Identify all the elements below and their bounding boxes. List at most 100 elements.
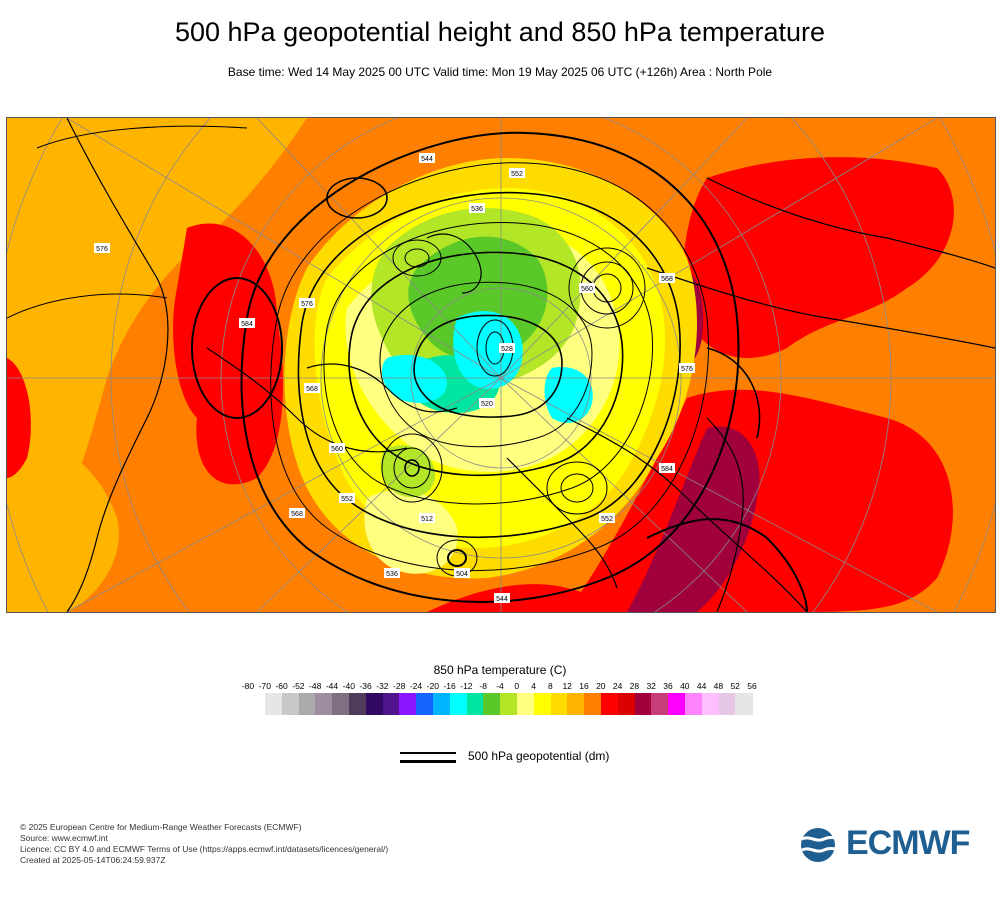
temperature-field-cyan-3 bbox=[544, 367, 593, 423]
colorbar-tick-label: 0 bbox=[514, 681, 520, 691]
temperature-field-cyan bbox=[453, 311, 523, 389]
ecmwf-logo-icon bbox=[801, 828, 843, 862]
colorbar-tick-label: -24 bbox=[409, 681, 423, 691]
colorbar-swatch bbox=[567, 693, 585, 715]
colorbar-swatch bbox=[399, 693, 417, 715]
colorbar-tick-label: 8 bbox=[548, 681, 553, 691]
geopotential-legend-label: 500 hPa geopotential (dm) bbox=[468, 749, 610, 763]
colorbar-tick-label: -60 bbox=[275, 681, 288, 691]
colorbar-swatch bbox=[584, 693, 602, 715]
colorbar bbox=[0, 693, 1000, 715]
svg-text:568: 568 bbox=[306, 386, 318, 393]
chart-title: 500 hPa geopotential height and 850 hPa … bbox=[174, 17, 825, 47]
temperature-field-green-south bbox=[380, 445, 436, 498]
colorbar-swatch bbox=[533, 693, 551, 715]
contour-label: 584 bbox=[659, 463, 675, 473]
ecmwf-logo: ECMWF bbox=[796, 824, 986, 864]
colorbar-swatch bbox=[601, 693, 619, 715]
coastlines bbox=[66, 118, 995, 612]
contour-label: 560 bbox=[329, 443, 345, 453]
colorbar-tick-label: -80 bbox=[241, 681, 255, 691]
svg-text:528: 528 bbox=[501, 346, 513, 353]
svg-text:552: 552 bbox=[601, 516, 613, 523]
chart-subtitle: Base time: Wed 14 May 2025 00 UTC Valid … bbox=[227, 65, 773, 79]
colorbar-swatch bbox=[685, 693, 703, 715]
footer-copyright: © 2025 European Centre for Medium-Range … bbox=[20, 822, 302, 832]
svg-text:560: 560 bbox=[581, 286, 593, 293]
contour-labels: 584 576 568 560 552 544 536 528 520 512 504 552 560 5… bbox=[94, 153, 695, 603]
colorbar-swatch bbox=[449, 693, 467, 715]
footer-licence: Licence: CC BY 4.0 and ECMWF Terms of Us… bbox=[20, 844, 389, 854]
contour-label: 536 bbox=[384, 568, 400, 578]
colorbar-swatch bbox=[617, 693, 635, 715]
colorbar-tick-label: -12 bbox=[460, 681, 473, 691]
contour-label: 528 bbox=[499, 343, 515, 353]
colorbar-swatch bbox=[433, 693, 451, 715]
colorbar-title: 850 hPa temperature (C) bbox=[433, 663, 567, 677]
svg-text:568: 568 bbox=[291, 511, 303, 518]
svg-text:544: 544 bbox=[496, 596, 508, 603]
colorbar-swatch bbox=[298, 693, 316, 715]
geopotential-contours bbox=[7, 125, 808, 612]
contour-label: 520 bbox=[479, 398, 495, 408]
contour-label: 552 bbox=[599, 513, 615, 523]
svg-text:536: 536 bbox=[471, 206, 483, 213]
colorbar-swatch bbox=[265, 693, 283, 715]
colorbar-swatch bbox=[466, 693, 484, 715]
colorbar-tick-label: -20 bbox=[426, 681, 439, 691]
colorbar-tick-label: 48 bbox=[713, 681, 724, 691]
contour-label: 568 bbox=[304, 383, 320, 393]
colorbar-tick-label: 56 bbox=[747, 681, 757, 691]
colorbar-tick-label: -8 bbox=[479, 681, 487, 691]
colorbar-tick-label: 40 bbox=[680, 681, 690, 691]
colorbar-tick-label: 28 bbox=[629, 681, 640, 691]
colorbar-swatch bbox=[517, 693, 535, 715]
contour-label: 568 bbox=[289, 508, 305, 518]
colorbar-swatch bbox=[718, 693, 736, 715]
colorbar-tick-label: -32 bbox=[376, 681, 389, 691]
colorbar-tick-label: 24 bbox=[612, 681, 623, 691]
colorbar-tick-label: -52 bbox=[292, 681, 305, 691]
svg-text:568: 568 bbox=[661, 276, 673, 283]
colorbar-tick-label: -44 bbox=[325, 681, 339, 691]
colorbar-tick-label: 44 bbox=[696, 681, 707, 691]
svg-text:552: 552 bbox=[341, 496, 353, 503]
colorbar-tick-label: 4 bbox=[531, 681, 536, 691]
contour-label: 560 bbox=[579, 283, 595, 293]
svg-text:576: 576 bbox=[96, 246, 108, 253]
colorbar-tick-label: -48 bbox=[309, 681, 322, 691]
contour-label: 552 bbox=[339, 493, 355, 503]
temperature-field-lightyellow-south bbox=[364, 489, 458, 574]
temperature-field-cyan-2 bbox=[381, 354, 447, 403]
colorbar-swatch bbox=[281, 693, 299, 715]
temperature-field-red-south bbox=[427, 584, 627, 612]
map-panel: 584 576 568 560 552 544 536 528 520 512 504 552 560 5… bbox=[6, 117, 996, 613]
geopotential-legend-line bbox=[400, 750, 456, 763]
svg-text:576: 576 bbox=[301, 301, 313, 308]
svg-text:520: 520 bbox=[481, 401, 493, 408]
colorbar-tick-label: -16 bbox=[443, 681, 456, 691]
colorbar-swatch bbox=[483, 693, 501, 715]
svg-text:560: 560 bbox=[331, 446, 343, 453]
colorbar-tick-label: -28 bbox=[393, 681, 406, 691]
colorbar-tick-label: 16 bbox=[579, 681, 589, 691]
colorbar-tick-label: 20 bbox=[596, 681, 606, 691]
colorbar-tick-label: 52 bbox=[730, 681, 740, 691]
colorbar-tick-label: -4 bbox=[496, 681, 504, 691]
colorbar-swatch bbox=[315, 693, 333, 715]
temperature-field-red-edge bbox=[7, 358, 31, 478]
colorbar-swatch bbox=[332, 693, 350, 715]
colorbar-swatch bbox=[500, 693, 518, 715]
svg-text:512: 512 bbox=[421, 516, 433, 523]
svg-text:584: 584 bbox=[661, 466, 673, 473]
contour-label: 584 bbox=[239, 318, 255, 328]
contour-label: 576 bbox=[94, 243, 110, 253]
colorbar-tick-label: -40 bbox=[342, 681, 355, 691]
contour-label: 544 bbox=[494, 593, 510, 603]
colorbar-swatch bbox=[550, 693, 568, 715]
colorbar-tick-label: -36 bbox=[359, 681, 372, 691]
colorbar-swatch bbox=[416, 693, 434, 715]
contour-label: 504 bbox=[454, 568, 470, 578]
colorbar-swatch bbox=[634, 693, 652, 715]
svg-text:552: 552 bbox=[511, 171, 523, 178]
